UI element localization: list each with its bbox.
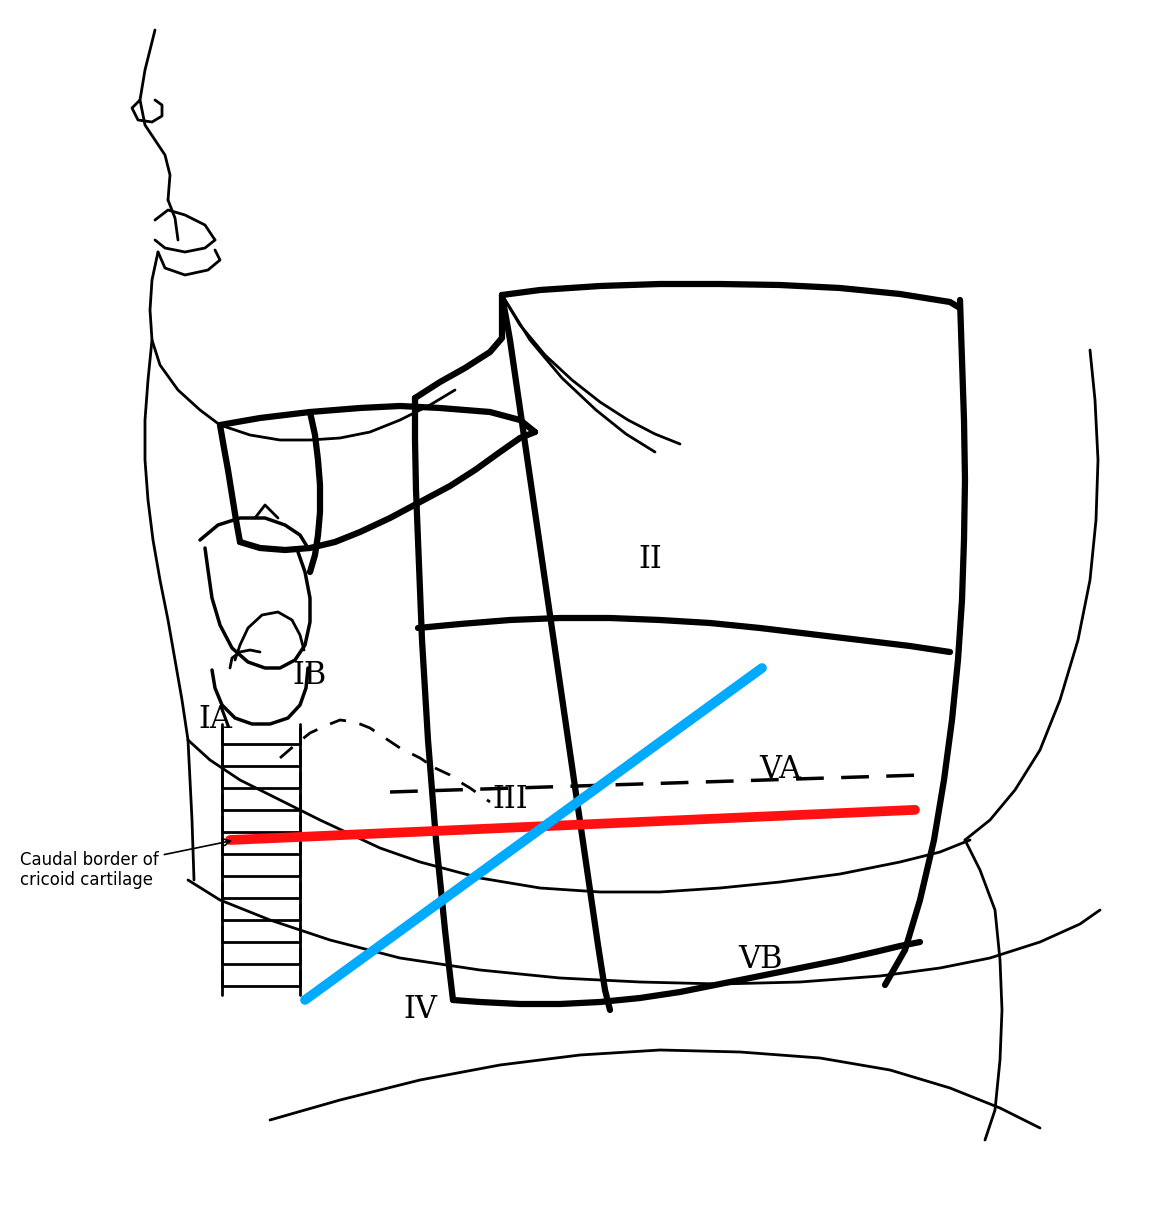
Text: IB: IB xyxy=(293,660,327,690)
Text: VA: VA xyxy=(759,754,802,786)
Text: VB: VB xyxy=(738,945,782,975)
Text: Caudal border of
cricoid cartilage: Caudal border of cricoid cartilage xyxy=(20,839,230,889)
Text: III: III xyxy=(492,785,528,815)
Text: IA: IA xyxy=(198,705,232,735)
Text: IV: IV xyxy=(402,995,437,1025)
Text: II: II xyxy=(638,545,662,575)
